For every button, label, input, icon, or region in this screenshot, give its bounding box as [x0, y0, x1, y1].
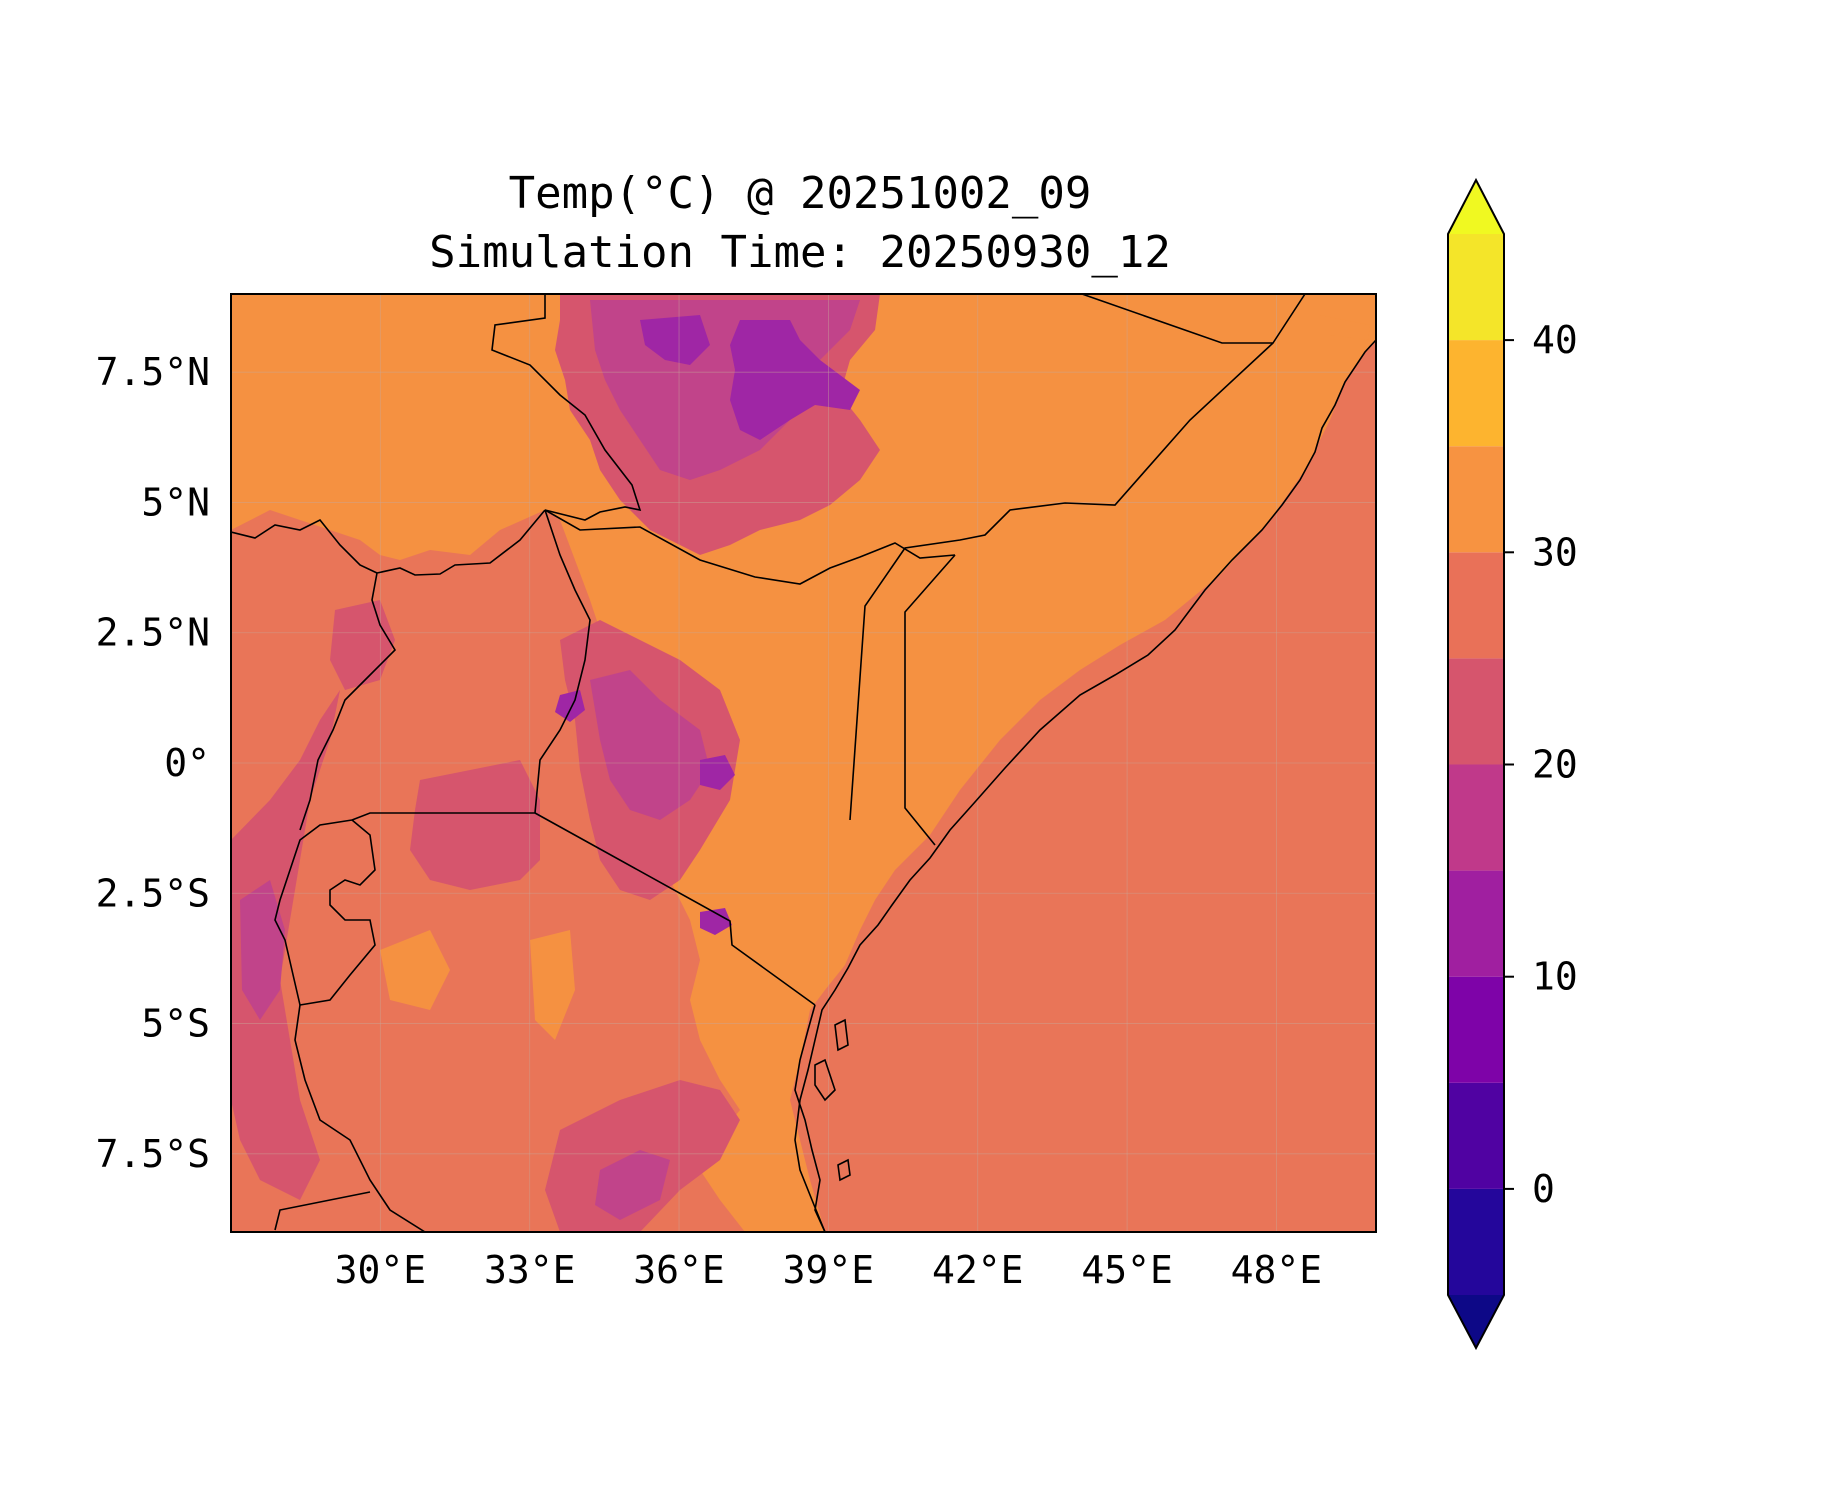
colorbar-tick-label: 0 — [1532, 1167, 1555, 1211]
colorbar-level — [1448, 764, 1504, 871]
coastline-tanzania — [794, 1004, 826, 1232]
colorbar-level — [1448, 1082, 1504, 1189]
lon-tick-label: 48°E — [1231, 1248, 1323, 1292]
border-uganda-tanzania — [351, 812, 535, 821]
colorbar-level — [1448, 446, 1504, 553]
highland-kenya-peak-1 — [700, 755, 735, 790]
lon-tick-label: 30°E — [335, 1248, 427, 1292]
island-mafia — [837, 1158, 851, 1182]
lat-tick-label: 5°S — [141, 1002, 210, 1046]
border-zambia-tanzania — [274, 1191, 371, 1231]
colorbar-outline — [1447, 177, 1505, 1351]
highland-ethiopia-inner-2 — [640, 315, 710, 365]
lon-tick-label: 42°E — [932, 1248, 1024, 1292]
highland-kenya-peak-2 — [555, 690, 585, 722]
colorbar-tick-label: 10 — [1532, 955, 1578, 999]
tanzania-warm-patch-2 — [530, 930, 575, 1040]
colorbar-level — [1448, 870, 1504, 977]
border-kenya-uganda — [534, 509, 591, 814]
lake-victoria-region — [410, 760, 540, 890]
highland-ethiopia-inner — [730, 320, 860, 440]
colorbar-level — [1448, 552, 1504, 659]
island-pemba — [834, 1018, 849, 1052]
lat-tick-label: 2.5°S — [96, 871, 210, 915]
border-southsudan-ethiopia — [491, 294, 642, 521]
southern-highlands-inner — [595, 1150, 670, 1220]
lat-tick-label: 0° — [164, 741, 210, 785]
lon-tick-label: 36°E — [633, 1248, 725, 1292]
border-southsudan-drc — [231, 518, 378, 574]
lon-tick-label: 33°E — [484, 1248, 576, 1292]
western-rift-inner — [240, 880, 285, 1020]
map-frame — [230, 293, 1377, 1233]
colorbar-level — [1448, 1188, 1504, 1295]
gridlines — [231, 294, 1376, 1232]
border-rwanda-drc — [274, 819, 353, 1006]
coastline-somalia — [794, 339, 1376, 1232]
colorbar-level — [1448, 340, 1504, 447]
border-ethiopia-somalia — [1081, 294, 1306, 344]
colorbar: 0 10 20 30 40 — [1447, 177, 1578, 1351]
border-kenya-ethiopia — [544, 509, 956, 585]
lat-tick-label: 7.5°S — [96, 1132, 210, 1176]
border-kenya-tanzania — [534, 812, 816, 1006]
colorbar-tick-label: 30 — [1532, 530, 1578, 574]
latitude-tick-labels: 7.5°N 5°N 2.5°N 0° 2.5°S 5°S 7.5°S — [96, 350, 210, 1176]
border-tanzania-west — [294, 1004, 426, 1232]
border-rwanda-burundi — [299, 819, 376, 1006]
colorbar-over-extension — [1448, 180, 1504, 234]
lat-tick-label: 2.5°N — [96, 611, 210, 655]
colorbar-level — [1448, 976, 1504, 1083]
highland-kenya-mid — [590, 670, 710, 820]
border-ethiopia-somalia-2 — [849, 342, 1274, 821]
map-title-line2: Simulation Time: 20250930_12 — [429, 227, 1171, 278]
border-uganda-drc — [299, 509, 546, 831]
lon-tick-label: 45°E — [1081, 1248, 1173, 1292]
colorbar-tick-label: 40 — [1532, 318, 1578, 362]
colorbar-level — [1448, 658, 1504, 765]
longitude-tick-labels: 30°E 33°E 36°E 39°E 42°E 45°E 48°E — [335, 1248, 1323, 1292]
island-zanzibar — [814, 1058, 836, 1102]
colorbar-level — [1448, 234, 1504, 341]
colorbar-tick-label: 20 — [1532, 743, 1578, 787]
country-borders — [231, 294, 1376, 1232]
somali-coast-warm-strip — [1320, 315, 1370, 340]
colorbar-under-extension — [1448, 1295, 1504, 1348]
map-title-line1: Temp(°C) @ 20251002_09 — [509, 168, 1092, 219]
highland-kilimanjaro — [700, 908, 732, 935]
lat-tick-label: 7.5°N — [96, 350, 210, 394]
tanzania-warm-patch-1 — [380, 930, 450, 1010]
border-kenya-somalia — [904, 554, 956, 846]
lon-tick-label: 39°E — [783, 1248, 875, 1292]
lat-tick-label: 5°N — [141, 480, 210, 524]
